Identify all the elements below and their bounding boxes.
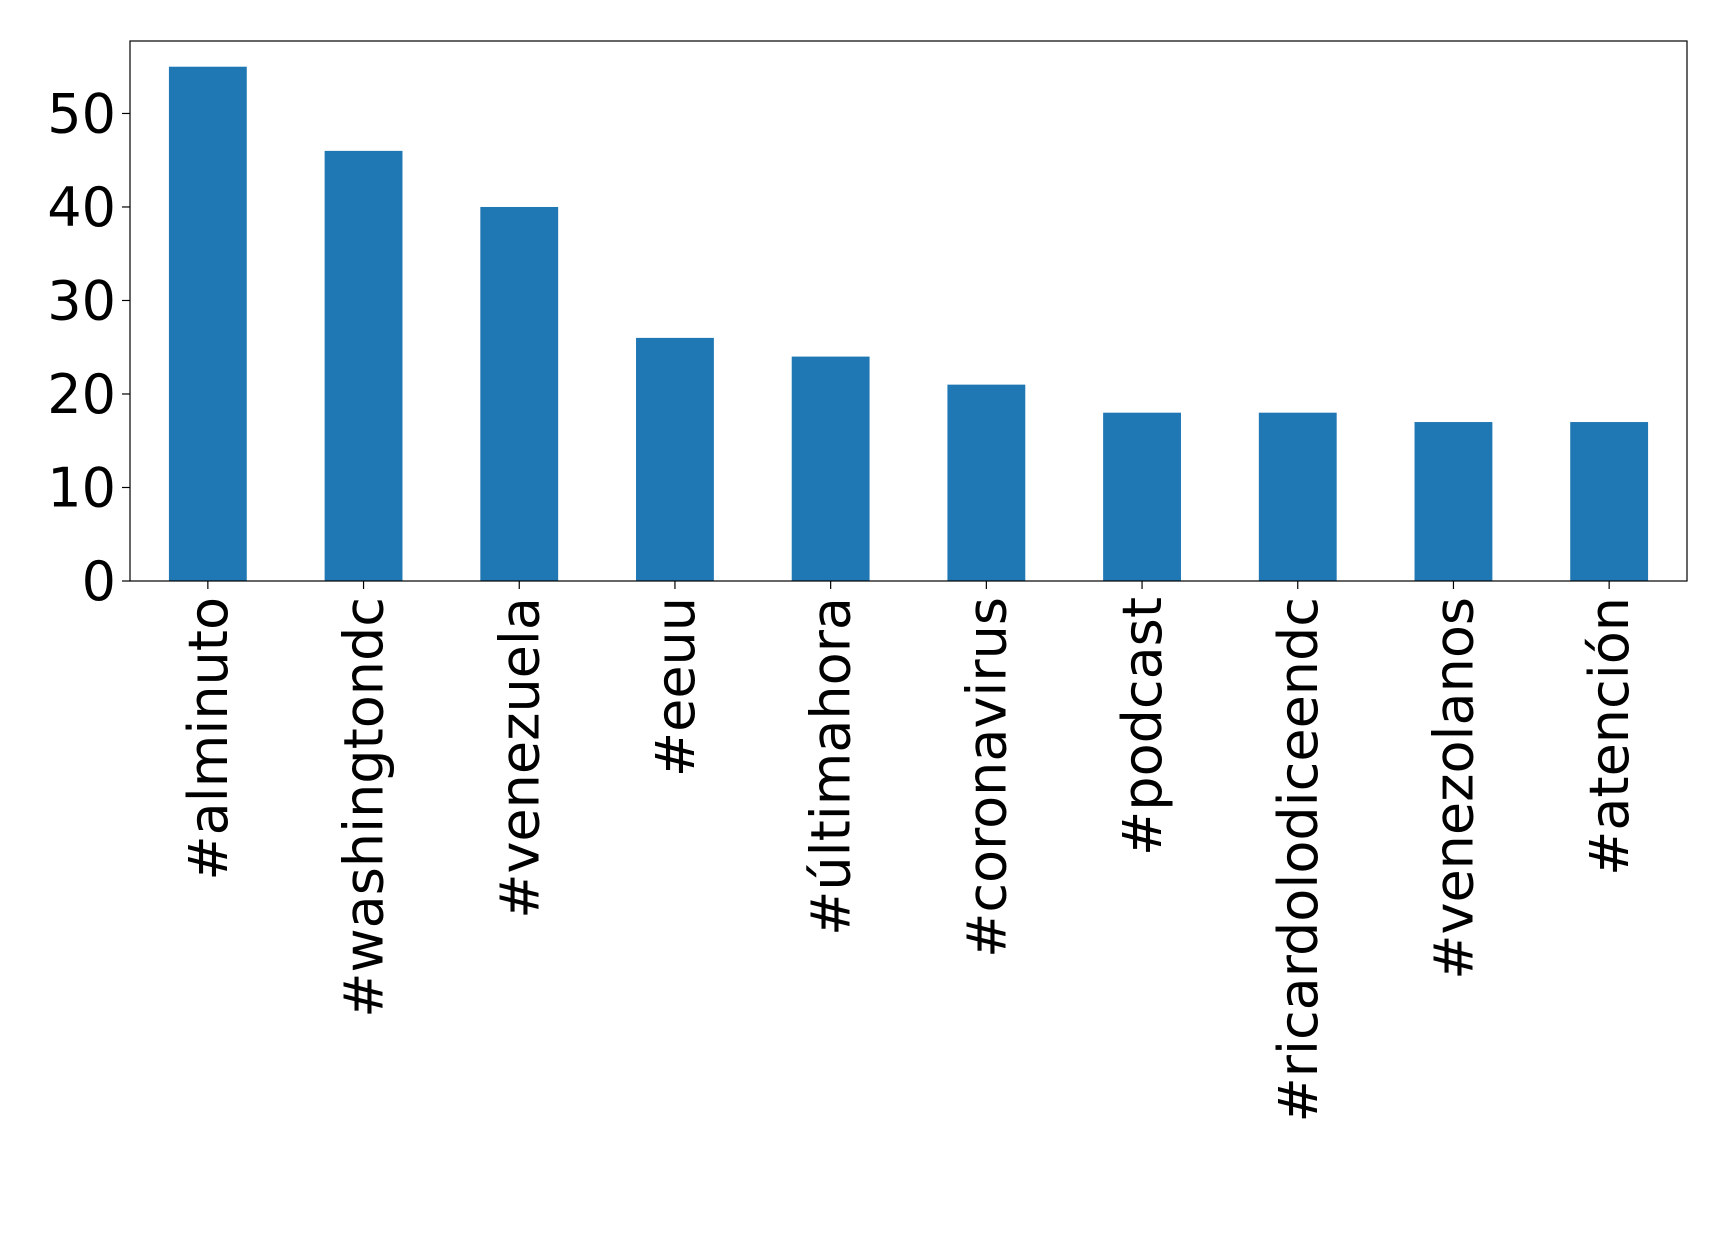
- x-tick-label: #venezuela: [488, 597, 551, 919]
- x-tick-label: #alminuto: [177, 597, 240, 881]
- bar: [947, 384, 1026, 581]
- x-tick-label: #últimahora: [800, 597, 863, 936]
- x-tick-label: #ricardolodiceendc: [1267, 597, 1330, 1122]
- x-tick-label: #coronavirus: [955, 597, 1018, 958]
- plot-frame: [129, 40, 1688, 582]
- x-tick-label: #eeuu: [644, 597, 707, 777]
- x-tick-label: #washingtondc: [333, 597, 396, 1018]
- y-tick-label: 0: [82, 550, 116, 613]
- y-tick-label: 40: [47, 176, 116, 239]
- bar: [1258, 412, 1337, 581]
- bar: [1414, 422, 1493, 581]
- y-tick-label: 30: [47, 269, 116, 332]
- bar: [791, 356, 870, 581]
- bar: [1570, 422, 1649, 581]
- y-tick-label: 20: [47, 363, 116, 426]
- x-tick-label: #podcast: [1111, 597, 1174, 856]
- y-tick-label: 50: [47, 82, 116, 145]
- bar: [480, 206, 559, 581]
- x-tick-label: #atención: [1578, 597, 1641, 876]
- bar: [324, 150, 403, 582]
- bar: [1103, 412, 1181, 581]
- bar: [636, 337, 714, 581]
- y-tick-label: 10: [47, 456, 116, 519]
- bar: [168, 66, 247, 581]
- x-tick-label: #venezolanos: [1422, 597, 1485, 980]
